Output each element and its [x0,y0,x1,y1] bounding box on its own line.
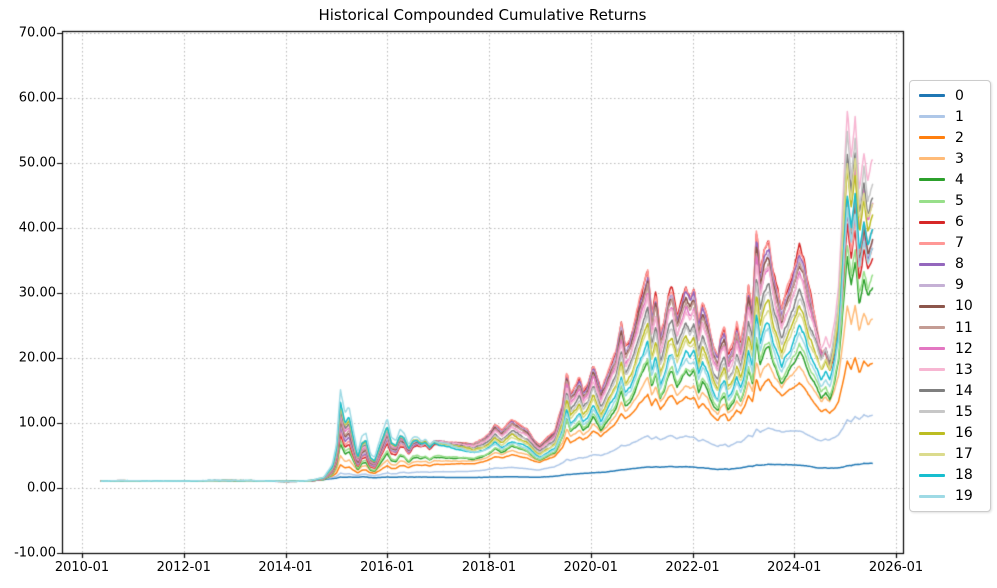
legend-line-swatch [919,262,945,266]
legend-line-swatch [919,326,945,330]
x-axis-tick-label: 2026-01 [868,560,924,575]
legend-entry: 15 [910,402,990,422]
legend-entry: 1 [910,107,990,127]
legend-line-swatch [919,94,945,98]
legend-entry: 7 [910,233,990,253]
legend-line-swatch [919,283,945,287]
legend-label: 17 [955,446,973,463]
x-axis-tick-label: 2014-01 [258,560,313,575]
x-axis-tick-label: 2018-01 [461,560,517,575]
legend-entry: 0 [910,86,990,106]
legend-line-swatch [919,452,945,456]
legend-entry: 10 [910,296,990,316]
legend-entry: 6 [910,212,990,232]
legend-label: 9 [955,277,964,294]
y-axis-tick-label: 30.00 [18,285,56,301]
y-axis-tick-label: 50.00 [18,155,56,171]
legend-entry: 13 [910,360,990,380]
y-axis-tick-label: 20.00 [18,350,56,366]
legend-label: 1 [955,108,964,125]
legend-line-swatch [919,157,945,161]
legend-label: 2 [955,129,964,146]
legend-line-swatch [919,473,945,477]
x-axis-tick-label: 2024-01 [767,560,822,575]
legend-entry: 19 [910,486,990,506]
x-axis-tick-label: 2016-01 [360,560,415,575]
legend-entry: 2 [910,128,990,148]
legend-entry: 11 [910,318,990,338]
legend-entry: 16 [910,423,990,443]
legend-label: 0 [955,87,964,104]
legend-label: 13 [955,361,973,378]
legend-entry: 4 [910,170,990,190]
legend-line-swatch [919,199,945,203]
y-axis-tick-label: 0.00 [27,480,56,496]
legend-label: 3 [955,150,964,167]
x-axis-tick-label: 2020-01 [563,560,618,575]
y-axis-tick-label: 40.00 [18,220,56,236]
legend-line-swatch [919,431,945,435]
legend-line-swatch [919,410,945,414]
legend-label: 5 [955,193,964,210]
y-axis-tick-label: -10.00 [14,545,56,560]
legend-label: 15 [955,403,973,420]
legend-entry: 14 [910,381,990,401]
y-axis-tick-label: 60.00 [18,90,56,106]
legend-label: 11 [955,319,973,336]
legend-label: 8 [955,256,964,273]
x-axis-tick-label: 2012-01 [156,560,211,575]
legend-label: 14 [955,382,973,399]
legend-line-swatch [919,304,945,308]
legend-label: 10 [955,298,973,315]
legend-line-swatch [919,241,945,245]
legend-line-swatch [919,115,945,119]
legend: 0 1 2 3 4 5 6 7 8 9 10 11 12 13 14 15 16 17 18 19 [909,80,991,512]
legend-label: 18 [955,467,973,484]
chart-title: Historical Compounded Cumulative Returns [318,6,647,24]
legend-label: 4 [955,171,964,188]
legend-entry: 8 [910,254,990,274]
legend-label: 6 [955,214,964,231]
legend-entry: 3 [910,149,990,169]
legend-line-swatch [919,220,945,224]
legend-entry: 17 [910,444,990,464]
legend-line-swatch [919,136,945,140]
x-axis-tick-label: 2010-01 [54,560,110,575]
legend-label: 7 [955,235,964,252]
legend-line-swatch [919,368,945,372]
x-axis-tick-label: 2022-01 [665,560,720,575]
legend-entry: 18 [910,465,990,485]
legend-line-swatch [919,494,945,498]
legend-line-swatch [919,178,945,182]
legend-label: 16 [955,425,973,442]
y-axis-tick-label: 70.00 [18,25,56,41]
legend-line-swatch [919,389,945,393]
legend-line-swatch [919,347,945,351]
legend-label: 19 [955,488,973,505]
legend-entry: 9 [910,275,990,295]
legend-label: 12 [955,340,973,357]
legend-entry: 12 [910,339,990,359]
y-axis-tick-label: 10.00 [18,415,56,431]
legend-entry: 5 [910,191,990,211]
